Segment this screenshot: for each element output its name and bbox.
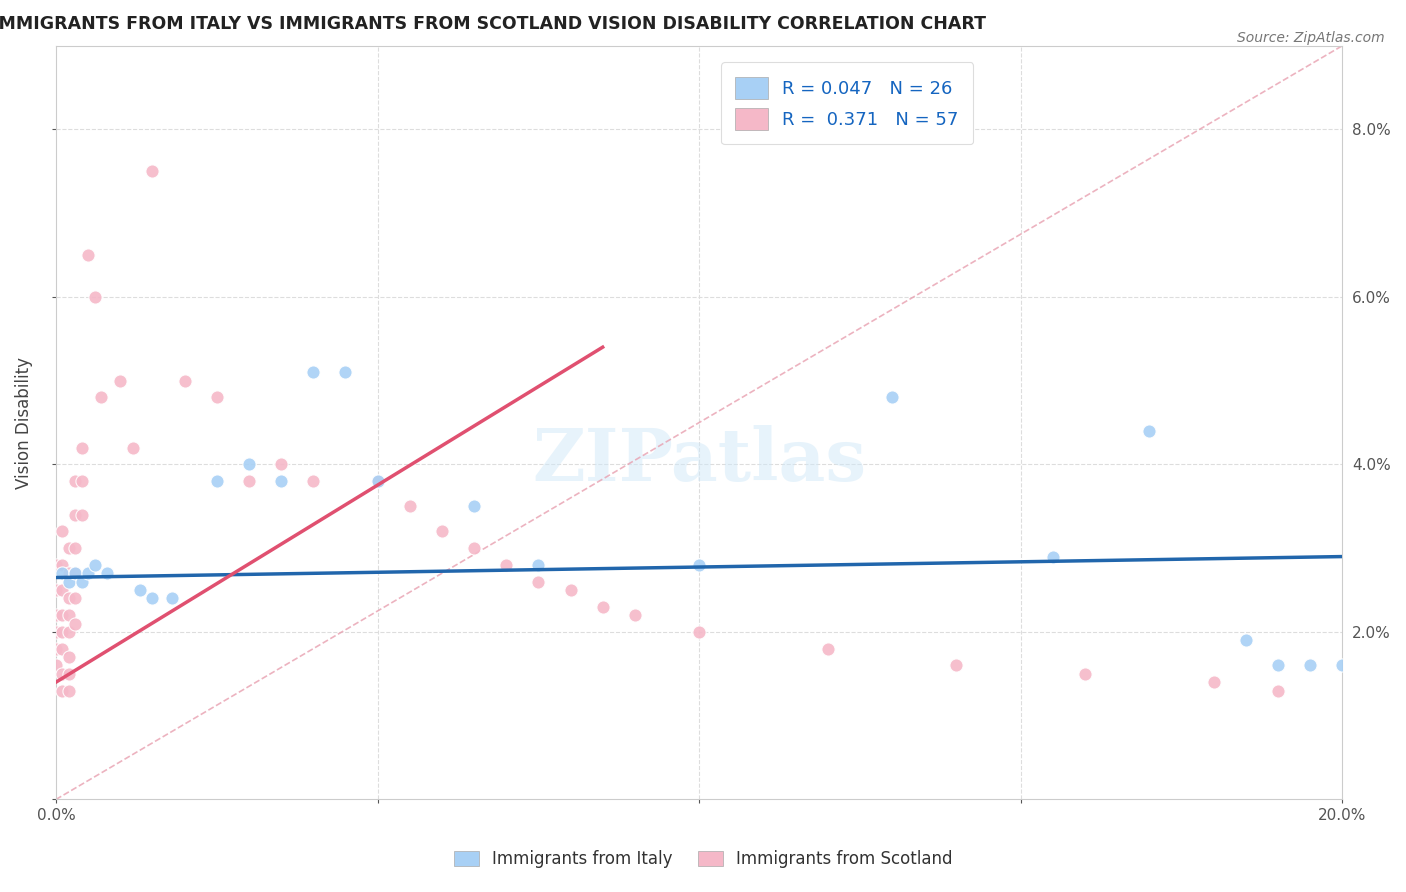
- Point: [817, 641, 839, 656]
- Point: [128, 583, 150, 598]
- Y-axis label: Vision Disability: Vision Disability: [15, 357, 32, 489]
- Point: [1331, 658, 1354, 673]
- Point: [238, 474, 260, 488]
- Point: [45, 608, 67, 623]
- Point: [63, 508, 86, 522]
- Point: [63, 566, 86, 581]
- Point: [367, 474, 389, 488]
- Point: [527, 558, 550, 572]
- Point: [688, 558, 710, 572]
- Point: [430, 524, 453, 539]
- Point: [58, 608, 80, 623]
- Point: [70, 508, 93, 522]
- Point: [70, 474, 93, 488]
- Point: [58, 650, 80, 665]
- Point: [51, 583, 73, 598]
- Point: [141, 591, 163, 606]
- Point: [58, 624, 80, 639]
- Point: [58, 666, 80, 681]
- Point: [141, 164, 163, 178]
- Point: [1042, 549, 1064, 564]
- Point: [90, 391, 112, 405]
- Point: [45, 558, 67, 572]
- Point: [560, 583, 582, 598]
- Point: [70, 441, 93, 455]
- Text: Source: ZipAtlas.com: Source: ZipAtlas.com: [1237, 31, 1385, 45]
- Text: IMMIGRANTS FROM ITALY VS IMMIGRANTS FROM SCOTLAND VISION DISABILITY CORRELATION : IMMIGRANTS FROM ITALY VS IMMIGRANTS FROM…: [0, 15, 986, 33]
- Point: [367, 474, 389, 488]
- Point: [527, 574, 550, 589]
- Point: [45, 641, 67, 656]
- Point: [122, 441, 145, 455]
- Point: [110, 374, 132, 388]
- Point: [1074, 666, 1097, 681]
- Point: [238, 458, 260, 472]
- Text: ZIPatlas: ZIPatlas: [531, 425, 866, 496]
- Point: [63, 541, 86, 556]
- Point: [58, 541, 80, 556]
- Point: [51, 566, 73, 581]
- Point: [51, 608, 73, 623]
- Point: [1267, 658, 1289, 673]
- Point: [51, 624, 73, 639]
- Point: [495, 558, 517, 572]
- Point: [945, 658, 967, 673]
- Point: [302, 365, 325, 379]
- Legend: R = 0.047   N = 26, R =  0.371   N = 57: R = 0.047 N = 26, R = 0.371 N = 57: [721, 62, 973, 145]
- Point: [96, 566, 118, 581]
- Point: [1139, 424, 1161, 438]
- Point: [83, 290, 105, 304]
- Point: [51, 666, 73, 681]
- Point: [1202, 675, 1225, 690]
- Point: [63, 566, 86, 581]
- Point: [205, 391, 228, 405]
- Point: [270, 458, 292, 472]
- Point: [51, 524, 73, 539]
- Point: [1234, 633, 1257, 648]
- Point: [1299, 658, 1322, 673]
- Point: [463, 500, 485, 514]
- Point: [70, 574, 93, 589]
- Point: [205, 474, 228, 488]
- Point: [1267, 683, 1289, 698]
- Point: [173, 374, 195, 388]
- Point: [51, 558, 73, 572]
- Point: [160, 591, 183, 606]
- Point: [51, 683, 73, 698]
- Point: [592, 599, 614, 614]
- Point: [45, 583, 67, 598]
- Point: [688, 624, 710, 639]
- Point: [882, 391, 904, 405]
- Point: [63, 474, 86, 488]
- Point: [463, 541, 485, 556]
- Point: [63, 616, 86, 631]
- Point: [63, 591, 86, 606]
- Point: [58, 566, 80, 581]
- Point: [624, 608, 647, 623]
- Point: [58, 591, 80, 606]
- Legend: Immigrants from Italy, Immigrants from Scotland: Immigrants from Italy, Immigrants from S…: [447, 844, 959, 875]
- Point: [45, 658, 67, 673]
- Point: [58, 574, 80, 589]
- Point: [77, 248, 100, 262]
- Point: [45, 624, 67, 639]
- Point: [302, 474, 325, 488]
- Point: [270, 474, 292, 488]
- Point: [335, 365, 357, 379]
- Point: [51, 641, 73, 656]
- Point: [398, 500, 420, 514]
- Point: [83, 558, 105, 572]
- Point: [77, 566, 100, 581]
- Point: [58, 683, 80, 698]
